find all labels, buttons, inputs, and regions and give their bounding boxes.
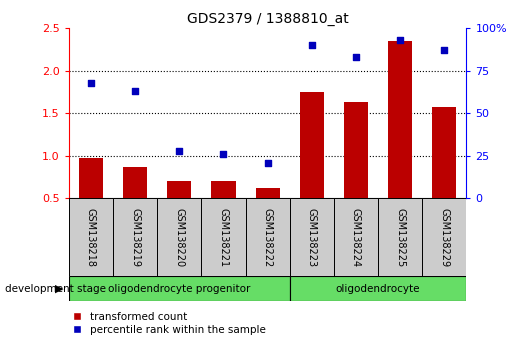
Bar xyxy=(388,41,412,198)
Bar xyxy=(69,276,290,301)
Bar xyxy=(157,198,201,276)
Bar xyxy=(255,188,280,198)
Point xyxy=(396,38,404,43)
Point xyxy=(131,88,139,94)
Text: GSM138229: GSM138229 xyxy=(439,207,449,267)
Point xyxy=(87,80,95,86)
Bar xyxy=(290,276,466,301)
Text: ▶: ▶ xyxy=(55,284,64,293)
Text: oligodendrocyte: oligodendrocyte xyxy=(336,284,420,293)
Point xyxy=(440,47,448,53)
Point xyxy=(219,151,228,157)
Bar xyxy=(299,92,324,198)
Bar xyxy=(113,198,157,276)
Legend: transformed count, percentile rank within the sample: transformed count, percentile rank withi… xyxy=(69,308,270,339)
Bar xyxy=(123,167,147,198)
Bar xyxy=(211,181,236,198)
Bar xyxy=(344,102,368,198)
Bar xyxy=(290,198,334,276)
Bar xyxy=(245,198,290,276)
Text: development stage: development stage xyxy=(5,284,107,293)
Title: GDS2379 / 1388810_at: GDS2379 / 1388810_at xyxy=(187,12,349,26)
Bar xyxy=(422,198,466,276)
Bar xyxy=(432,107,456,198)
Text: GSM138218: GSM138218 xyxy=(86,208,96,267)
Point xyxy=(307,42,316,48)
Bar xyxy=(79,158,103,198)
Text: GSM138219: GSM138219 xyxy=(130,208,140,267)
Bar xyxy=(167,181,191,198)
Text: GSM138220: GSM138220 xyxy=(174,207,184,267)
Text: GSM138225: GSM138225 xyxy=(395,207,405,267)
Point xyxy=(175,148,183,154)
Text: GSM138224: GSM138224 xyxy=(351,207,361,267)
Point xyxy=(263,160,272,165)
Text: GSM138221: GSM138221 xyxy=(218,207,228,267)
Text: GSM138223: GSM138223 xyxy=(307,207,317,267)
Bar xyxy=(334,198,378,276)
Bar xyxy=(378,198,422,276)
Bar xyxy=(201,198,245,276)
Point xyxy=(352,55,360,60)
Text: GSM138222: GSM138222 xyxy=(263,207,272,267)
Text: oligodendrocyte progenitor: oligodendrocyte progenitor xyxy=(108,284,251,293)
Bar xyxy=(69,198,113,276)
